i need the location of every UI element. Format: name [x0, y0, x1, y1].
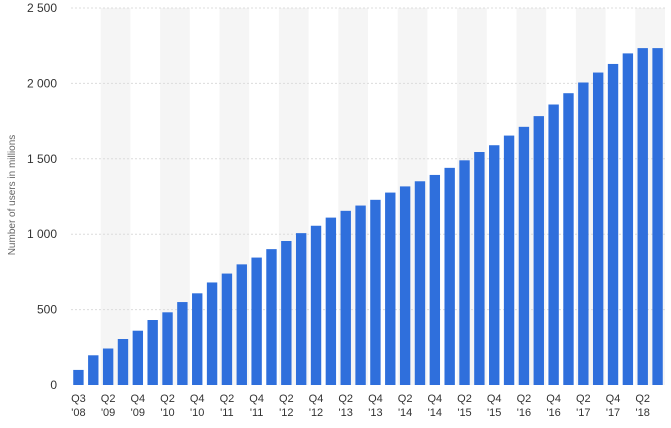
bar-q4-13	[385, 192, 396, 385]
x-tick-quarter: Q2	[279, 393, 294, 405]
x-tick-quarter: Q2	[517, 393, 532, 405]
x-tick-year: '11	[220, 407, 234, 419]
bar-q3-17	[607, 63, 619, 385]
y-axis-label: Number of users in millions	[7, 135, 18, 256]
bar-q4-16	[563, 93, 574, 385]
bar-q3-10	[192, 293, 203, 385]
x-tick-year: '15	[457, 407, 471, 419]
x-tick-year: '12	[279, 407, 293, 419]
bar-q2-09	[117, 339, 129, 385]
y-tick-label: 1 500	[27, 152, 57, 166]
bar-q3-12	[310, 225, 322, 385]
y-tick-label: 0	[50, 378, 57, 392]
bar-q1-12	[281, 240, 292, 385]
bar-q3-15	[489, 145, 500, 385]
x-tick-year: '18	[636, 407, 650, 419]
bar-q1-16	[518, 126, 530, 385]
bar-q4-15	[503, 135, 515, 385]
bar-q2-18	[652, 48, 663, 386]
bar-q4-11	[266, 249, 277, 385]
x-tick-quarter: Q4	[190, 393, 205, 405]
x-tick-quarter: Q4	[368, 393, 383, 405]
y-tick-label: 2 500	[27, 1, 57, 15]
gridlines	[71, 7, 665, 311]
x-tick-quarter: Q4	[130, 393, 145, 405]
x-tick-year: '13	[368, 407, 382, 419]
x-tick-year: '10	[160, 407, 174, 419]
bar-q1-09	[102, 348, 114, 385]
y-tick-label: 1 000	[27, 227, 57, 241]
x-tick-quarter: Q2	[338, 393, 353, 405]
x-tick-year: '14	[398, 407, 412, 419]
x-tick-year: '09	[101, 407, 115, 419]
x-tick-quarter: Q4	[606, 393, 621, 405]
bar-q2-14	[414, 181, 426, 385]
bar-q1-14	[399, 186, 411, 385]
bar-q2-13	[355, 205, 366, 385]
y-tick-label: 2 000	[27, 76, 57, 90]
bar-q1-10	[162, 312, 173, 385]
y-axis-ticks: 0 500 1 000 1 500 2 000 2 500	[27, 1, 57, 392]
x-axis-ticks: Q3 '08 Q2 '09 Q4 '09 Q2 '10 Q4 '10 Q2 '11 Q4 '11 Q2 '12…	[71, 393, 650, 419]
bar-q1-13	[340, 210, 351, 385]
x-tick-quarter: Q2	[220, 393, 235, 405]
x-tick-year: '17	[606, 407, 620, 419]
bar-q1-17	[578, 82, 589, 385]
x-tick-year: '10	[190, 407, 204, 419]
x-tick-quarter: Q2	[398, 393, 413, 405]
x-tick-quarter: Q4	[427, 393, 442, 405]
bar-q1-11	[221, 273, 233, 385]
x-tick-year: '12	[309, 407, 323, 419]
bar-q3-14	[429, 174, 441, 385]
bar-q3-16	[548, 104, 559, 385]
bar-q3-08	[73, 369, 84, 385]
x-tick-year: '14	[428, 407, 442, 419]
bar-q4-08	[88, 355, 99, 385]
bar-q2-11	[236, 264, 247, 385]
x-tick-quarter: Q2	[635, 393, 650, 405]
bar-q3-13	[370, 199, 381, 385]
x-tick-quarter: Q2	[101, 393, 116, 405]
bar-q1-18	[637, 48, 648, 386]
x-tick-quarter: Q3	[71, 393, 86, 405]
x-tick-year: '11	[250, 407, 264, 419]
x-tick-quarter: Q4	[249, 393, 264, 405]
bars	[73, 48, 663, 386]
background-band	[100, 8, 131, 385]
bar-q4-10	[206, 282, 218, 385]
bar-q1-15	[459, 160, 470, 385]
bar-q4-12	[325, 217, 337, 385]
x-tick-year: '08	[71, 407, 85, 419]
bar-q4-14	[444, 167, 455, 385]
bar-q2-12	[295, 233, 307, 385]
y-tick-label: 500	[37, 303, 57, 317]
x-tick-year: '17	[576, 407, 590, 419]
x-tick-year: '13	[339, 407, 353, 419]
bar-q4-09	[147, 320, 158, 385]
x-tick-quarter: Q4	[309, 393, 324, 405]
x-tick-quarter: Q4	[487, 393, 502, 405]
bar-q2-15	[474, 152, 485, 385]
x-tick-quarter: Q4	[546, 393, 561, 405]
bar-q4-17	[622, 53, 634, 385]
bar-q2-16	[533, 116, 544, 386]
x-tick-year: '09	[131, 407, 145, 419]
x-tick-quarter: Q2	[457, 393, 472, 405]
x-tick-year: '16	[546, 407, 560, 419]
x-tick-year: '16	[517, 407, 531, 419]
x-tick-year: '15	[487, 407, 501, 419]
bar-q2-17	[592, 72, 604, 385]
x-tick-quarter: Q2	[576, 393, 591, 405]
bar-q3-09	[132, 330, 144, 385]
bar-q2-10	[177, 302, 188, 385]
bar-q3-11	[251, 257, 262, 385]
x-tick-quarter: Q2	[160, 393, 175, 405]
